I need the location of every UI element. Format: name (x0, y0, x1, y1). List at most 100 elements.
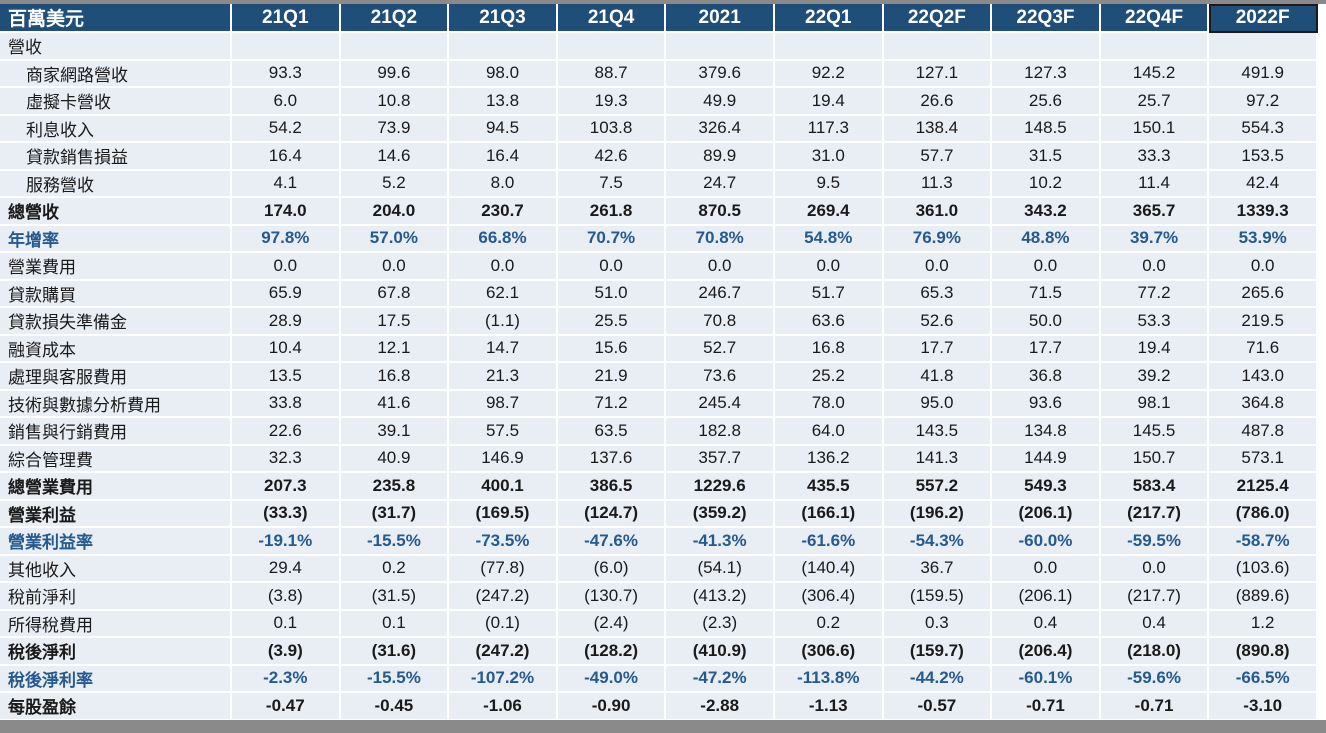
data-cell: 41.8 (883, 363, 993, 391)
column-header-22q2f: 22Q2F (883, 4, 993, 33)
data-cell: 26.6 (883, 88, 993, 116)
data-cell: 143.5 (883, 418, 993, 446)
data-cell: (218.0) (1100, 638, 1210, 666)
data-cell: 870.5 (666, 198, 775, 226)
data-cell: 42.6 (557, 143, 667, 171)
data-cell: 235.8 (340, 473, 450, 501)
data-cell: -61.6% (774, 528, 884, 556)
data-cell: 52.6 (883, 308, 993, 336)
data-cell: 29.4 (232, 555, 341, 583)
data-cell: -73.5% (449, 528, 558, 556)
data-cell: -0.57 (883, 693, 993, 721)
data-cell: 65.3 (883, 280, 993, 308)
data-cell: (786.0) (1209, 500, 1318, 528)
data-cell: (206.4) (992, 638, 1101, 666)
data-cell: 65.9 (232, 280, 341, 308)
data-cell: 89.9 (666, 143, 775, 171)
data-cell: 148.5 (992, 115, 1101, 143)
row-label: 銷售與行銷費用 (0, 418, 232, 446)
data-cell: 40.9 (340, 445, 450, 473)
data-cell: 0.0 (557, 253, 667, 281)
data-cell: -2.88 (666, 693, 775, 721)
data-cell: 0.2 (340, 555, 450, 583)
row-label: 服務營收 (0, 170, 232, 198)
data-cell: (890.8) (1209, 638, 1318, 666)
data-cell: (2.3) (666, 610, 775, 638)
data-cell: -58.7% (1209, 528, 1318, 556)
data-cell: 70.7% (557, 225, 667, 253)
data-cell: 92.2 (774, 60, 884, 88)
data-cell: 36.7 (883, 555, 993, 583)
data-cell: 0.0 (1209, 253, 1318, 281)
data-cell: 32.3 (232, 445, 341, 473)
data-cell: 343.2 (992, 198, 1101, 226)
data-cell: 150.1 (1100, 115, 1210, 143)
table-row: 貸款購買 65.9 67.8 62.1 51.0 246.7 51.7 65.3 71.5 77.… (0, 280, 1318, 308)
data-cell (1209, 33, 1318, 61)
data-cell: (0.1) (449, 610, 558, 638)
data-cell: 269.4 (774, 198, 884, 226)
data-cell: 14.6 (340, 143, 450, 171)
data-cell: (247.2) (449, 638, 558, 666)
table-row: 營收 (0, 33, 1318, 61)
data-cell: 9.5 (774, 170, 884, 198)
table-row: 處理與客服費用 13.5 16.8 21.3 21.9 73.6 25.2 41.8 36.8 3… (0, 363, 1318, 391)
data-cell: 127.1 (883, 60, 993, 88)
data-cell: 42.4 (1209, 170, 1318, 198)
data-cell: 230.7 (449, 198, 558, 226)
data-cell (774, 33, 884, 61)
data-cell: 17.5 (340, 308, 450, 336)
data-cell: -41.3% (666, 528, 775, 556)
row-label: 商家網路營收 (0, 60, 232, 88)
table-row: 利息收入 54.2 73.9 94.5 103.8 326.4 117.3 138.4 148.… (0, 115, 1318, 143)
data-cell: 145.5 (1100, 418, 1210, 446)
data-cell: (889.6) (1209, 583, 1318, 611)
data-cell: -15.5% (340, 665, 450, 693)
data-cell: 4.1 (232, 170, 341, 198)
row-label: 貸款損失準備金 (0, 308, 232, 336)
data-cell: 246.7 (666, 280, 775, 308)
data-cell: 487.8 (1209, 418, 1318, 446)
data-cell: 53.3 (1100, 308, 1210, 336)
data-cell: (103.6) (1209, 555, 1318, 583)
data-cell: -47.2% (666, 665, 775, 693)
data-cell: 145.2 (1100, 60, 1210, 88)
data-cell: 98.1 (1100, 390, 1210, 418)
data-cell: 265.6 (1209, 280, 1318, 308)
row-label: 虛擬卡營收 (0, 88, 232, 116)
data-cell: (359.2) (666, 500, 775, 528)
data-cell (232, 33, 341, 61)
data-cell: (3.9) (232, 638, 341, 666)
row-label: 貸款購買 (0, 280, 232, 308)
row-label: 年增率 (0, 225, 232, 253)
data-cell: -60.0% (992, 528, 1101, 556)
data-cell: 21.3 (449, 363, 558, 391)
data-cell: 71.2 (557, 390, 667, 418)
column-header-21q4: 21Q4 (557, 4, 667, 33)
data-cell: 13.5 (232, 363, 341, 391)
data-cell: (128.2) (557, 638, 667, 666)
data-cell: 1229.6 (666, 473, 775, 501)
data-cell: 78.0 (774, 390, 884, 418)
data-cell: (206.1) (992, 583, 1101, 611)
data-cell: 19.4 (1100, 335, 1210, 363)
data-cell: 245.4 (666, 390, 775, 418)
data-cell: -47.6% (557, 528, 667, 556)
data-cell: 134.8 (992, 418, 1101, 446)
data-cell: (54.1) (666, 555, 775, 583)
row-label: 融資成本 (0, 335, 232, 363)
data-cell: 103.8 (557, 115, 667, 143)
top-gray-bar (0, 0, 1326, 4)
data-cell: 0.0 (992, 253, 1101, 281)
data-cell: 49.9 (666, 88, 775, 116)
data-cell: 144.9 (992, 445, 1101, 473)
data-cell: 1339.3 (1209, 198, 1318, 226)
column-header-21q2: 21Q2 (340, 4, 450, 33)
row-label: 技術與數據分析費用 (0, 390, 232, 418)
data-cell: 127.3 (992, 60, 1101, 88)
data-cell: 50.0 (992, 308, 1101, 336)
data-cell: (206.1) (992, 500, 1101, 528)
table-row: 其他收入 29.4 0.2 (77.8) (6.0) (54.1) (140.4) 36.7 0… (0, 555, 1318, 583)
table-row: 貸款損失準備金 28.9 17.5 (1.1) 25.5 70.8 63.6 52.6 50.0… (0, 308, 1318, 336)
